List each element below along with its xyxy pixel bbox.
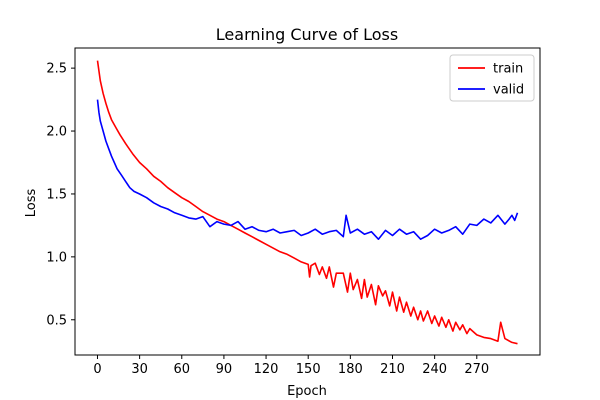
x-tick-label: 240 (422, 362, 447, 377)
y-axis-label: Loss (24, 189, 39, 218)
x-tick-label: 270 (464, 362, 489, 377)
axes-frame (74, 47, 541, 356)
y-tick-label: 2.5 (46, 62, 67, 77)
x-tick-label: 120 (254, 362, 279, 377)
y-tick-label: 0.5 (46, 313, 67, 328)
x-tick-label: 30 (131, 362, 148, 377)
y-tick-label: 1.0 (46, 250, 67, 265)
x-tick-label: 0 (93, 362, 101, 377)
x-tick-label: 90 (216, 362, 233, 377)
legend-label-valid: valid (493, 83, 524, 98)
y-tick-label: 1.5 (46, 187, 67, 202)
x-tick-label: 210 (380, 362, 405, 377)
series-line-valid (96, 99, 519, 240)
plot-area: 0 30 60 90 120 150 180 210 240 270 0.5 1.0 1.5 2.0 2.5… (46, 47, 541, 377)
x-axis-label: Epoch (287, 384, 327, 399)
chart-title: Learning Curve of Loss (216, 25, 398, 44)
x-tick-label: 150 (296, 362, 321, 377)
x-tick-label: 180 (338, 362, 363, 377)
legend-label-train: train (493, 62, 523, 77)
x-tick-label: 60 (173, 362, 190, 377)
y-tick-label: 2.0 (46, 125, 67, 140)
series-line-train (96, 60, 518, 345)
